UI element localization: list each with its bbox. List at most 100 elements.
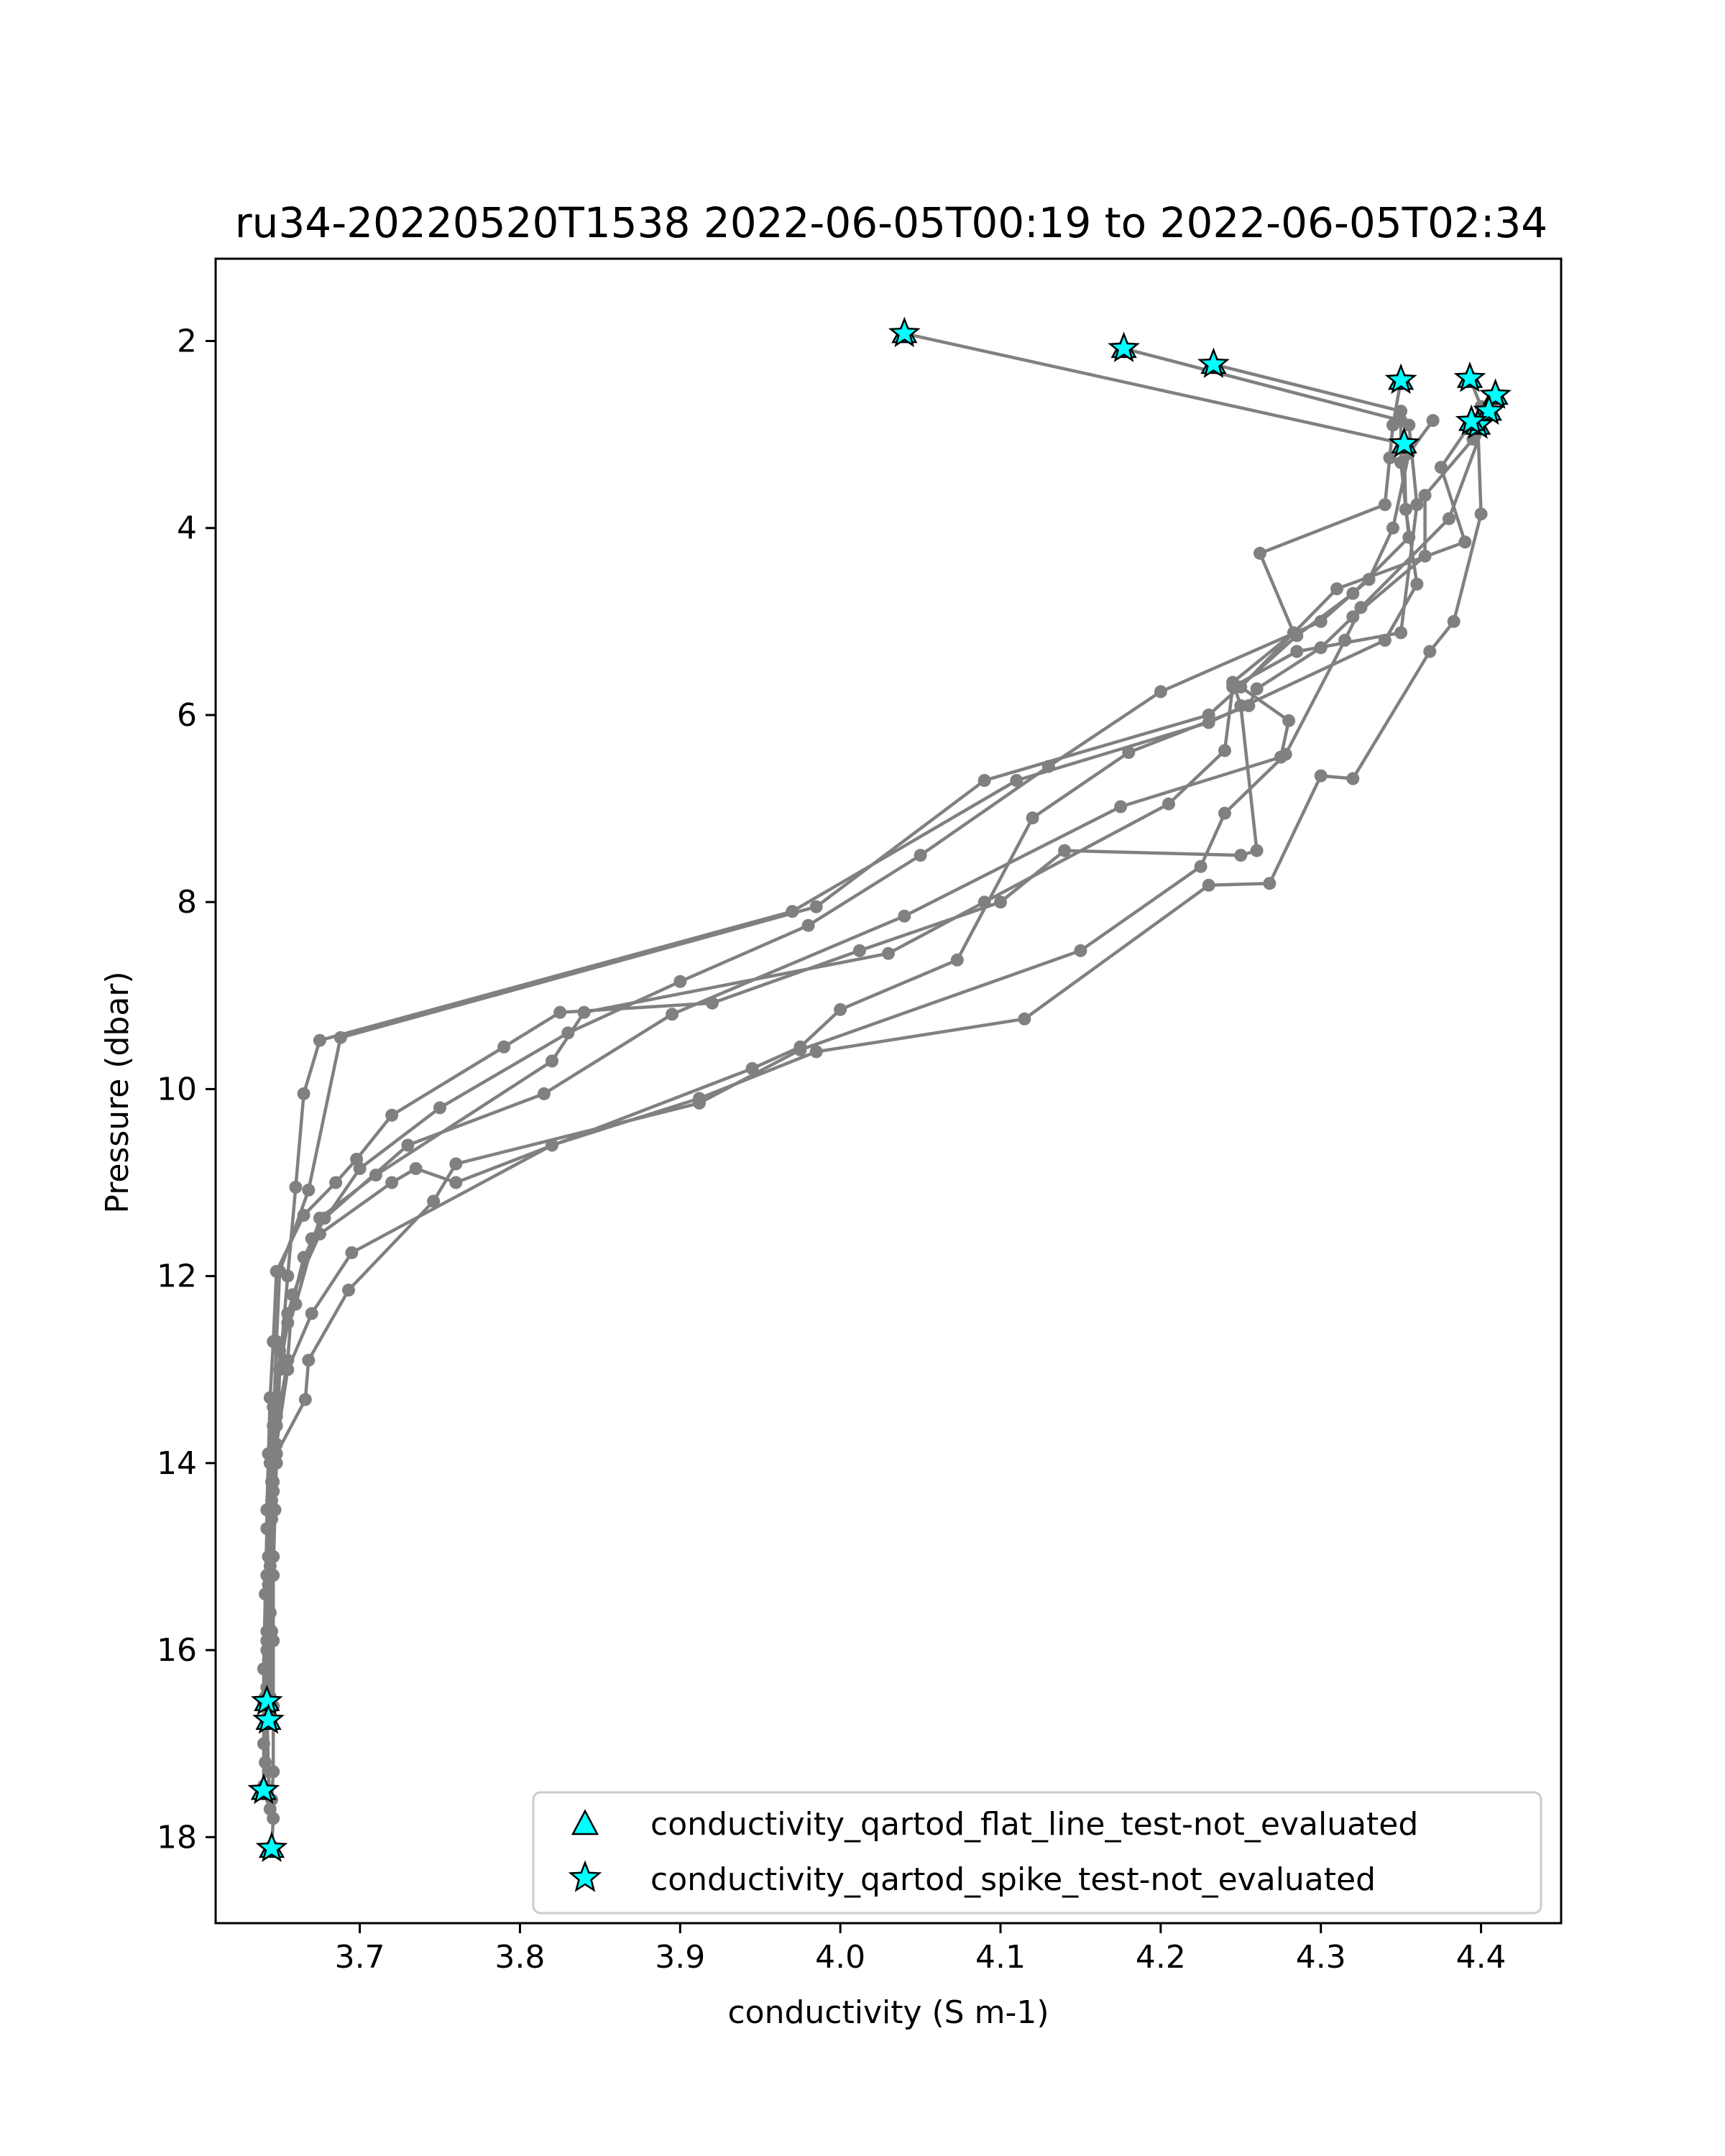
data-point (1010, 774, 1024, 787)
data-point (1282, 714, 1296, 727)
data-point (1410, 498, 1424, 512)
y-axis-ticks: 2 4 6 8 10 12 14 16 18 (157, 323, 216, 1856)
data-point (305, 1307, 318, 1320)
series-line-9 (262, 419, 1435, 1786)
data-point (267, 1812, 280, 1825)
data-point (1162, 797, 1175, 811)
data-point (801, 918, 815, 932)
legend-label-spike: conductivity_qartod_spike_test-not_evalu… (650, 1861, 1376, 1898)
data-point (298, 1393, 312, 1406)
spike-flag-marker (1455, 404, 1488, 436)
data-point (267, 1634, 280, 1648)
data-point (809, 1045, 823, 1059)
data-point (882, 946, 895, 960)
data-point (385, 1108, 399, 1122)
data-point (1114, 800, 1128, 814)
spike-flag-marker (1197, 347, 1230, 379)
data-point (1122, 746, 1136, 759)
data-point (1443, 512, 1455, 525)
data-point (1314, 769, 1328, 783)
spike-flag-marker (1388, 427, 1420, 458)
data-point (1234, 849, 1248, 862)
y-tick-label: 16 (157, 1632, 197, 1669)
x-tick-label: 4.3 (1296, 1939, 1346, 1976)
y-tick-label: 6 (177, 697, 197, 734)
data-point (270, 1265, 283, 1279)
data-point (267, 1569, 280, 1582)
x-tick-label: 4.2 (1136, 1939, 1186, 1976)
data-point (809, 900, 823, 913)
data-point (449, 1157, 463, 1171)
spike-flag-marker (247, 1773, 280, 1805)
data-point (353, 1162, 367, 1175)
data-point (834, 1003, 847, 1016)
data-point (1410, 577, 1424, 591)
data-point (1458, 535, 1472, 549)
data-point (497, 1040, 511, 1054)
data-point (1026, 811, 1039, 825)
data-point (329, 1176, 343, 1189)
data-point (1402, 418, 1416, 432)
data-point (302, 1353, 316, 1367)
data-point (546, 1054, 558, 1068)
y-tick-label: 18 (157, 1819, 197, 1856)
data-point (1418, 489, 1432, 502)
data-point (1154, 685, 1167, 699)
data-point (1290, 645, 1304, 658)
data-point (1394, 626, 1408, 640)
data-point (1018, 1012, 1031, 1026)
data-point (1394, 456, 1408, 469)
data-point (914, 849, 927, 862)
data-point (427, 1194, 441, 1208)
data-point (313, 1033, 326, 1047)
data-point (1394, 405, 1408, 418)
data-point (409, 1162, 423, 1175)
y-axis-label: Pressure (dbar) (99, 971, 136, 1213)
y-tick-label: 4 (177, 510, 197, 547)
data-point (1378, 498, 1392, 512)
y-tick-label: 14 (157, 1445, 197, 1482)
data-point (553, 1005, 567, 1019)
data-point (1074, 944, 1087, 957)
y-tick-label: 2 (177, 323, 197, 359)
x-axis-ticks: 3.7 3.8 3.9 4.0 4.1 4.2 4.3 4.4 (335, 1923, 1506, 1976)
spike-flag-marker (1108, 331, 1140, 362)
x-axis-label: conductivity (S m-1) (727, 1994, 1049, 2031)
data-point (267, 1765, 280, 1779)
legend-box (532, 1791, 1542, 1915)
data-point (673, 975, 687, 988)
data-point (1194, 860, 1208, 873)
spike-flag-marker (888, 316, 921, 348)
x-tick-label: 3.8 (494, 1939, 545, 1976)
data-point (1250, 844, 1264, 857)
plot-frame (214, 257, 1563, 1925)
spike-flag-marker (1479, 378, 1512, 409)
data-point (1279, 747, 1292, 761)
triangle-icon (571, 1809, 599, 1835)
data-point (1362, 573, 1376, 586)
series-line-4 (262, 379, 1403, 1702)
data-point (1242, 699, 1256, 712)
y-tick-label: 12 (157, 1258, 197, 1295)
data-point (1314, 641, 1328, 655)
data-point (1426, 414, 1440, 428)
data-point (433, 1101, 446, 1115)
data-point (305, 1232, 318, 1245)
star-icon (568, 1860, 602, 1892)
data-point (401, 1138, 415, 1152)
data-point (666, 1008, 679, 1021)
data-point (289, 1181, 303, 1194)
data-point (898, 909, 911, 923)
legend-label-flat-line: conductivity_qartod_flat_line_test-not_e… (650, 1806, 1418, 1843)
spike-flag-marker (1473, 394, 1506, 425)
data-point (693, 1092, 706, 1105)
data-point (1354, 601, 1368, 614)
data-point (1346, 772, 1360, 786)
data-point (794, 1043, 807, 1056)
data-point (1202, 708, 1215, 722)
data-point (1314, 614, 1328, 628)
data-point (1058, 844, 1072, 857)
data-point (1202, 878, 1215, 892)
y-tick-label: 8 (177, 884, 197, 921)
